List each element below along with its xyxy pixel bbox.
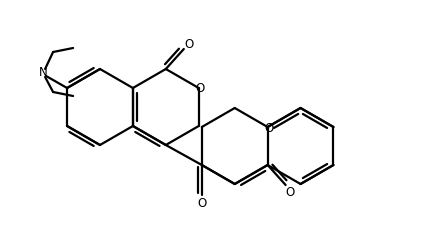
Text: O: O <box>285 186 294 199</box>
Text: O: O <box>184 38 193 51</box>
Text: O: O <box>195 81 204 94</box>
Text: O: O <box>264 121 273 134</box>
Text: N: N <box>39 66 47 79</box>
Text: O: O <box>197 197 206 209</box>
